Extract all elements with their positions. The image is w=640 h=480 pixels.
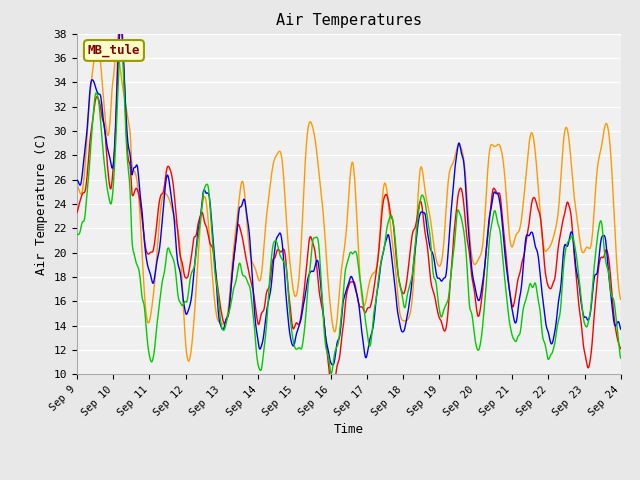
li77_temp <box>328 371 335 376</box>
Tsonic <box>185 358 193 364</box>
li75_t <box>181 307 189 313</box>
AirT <box>73 210 81 216</box>
AirT <box>505 283 513 288</box>
li75_t <box>434 276 442 281</box>
li77_temp <box>553 326 561 332</box>
Tsonic <box>93 42 101 48</box>
AirT <box>553 256 561 262</box>
li75_t <box>73 177 81 183</box>
AirT <box>116 8 124 14</box>
Line: AirT: AirT <box>77 11 621 388</box>
AirT <box>181 274 189 280</box>
li75_t <box>195 228 202 234</box>
X-axis label: Time: Time <box>334 423 364 436</box>
AirT <box>329 385 337 391</box>
li77_temp <box>117 39 125 45</box>
Tsonic <box>553 219 561 225</box>
li77_temp <box>195 235 202 240</box>
li77_temp <box>255 365 263 371</box>
li77_temp <box>505 315 513 321</box>
Y-axis label: Air Temperature (C): Air Temperature (C) <box>35 133 48 275</box>
AirT <box>255 321 263 327</box>
Tsonic <box>617 297 625 302</box>
li75_t <box>329 362 337 368</box>
Tsonic <box>434 262 442 267</box>
li75_t <box>505 283 513 288</box>
li75_t <box>617 326 625 332</box>
Title: Air Temperatures: Air Temperatures <box>276 13 422 28</box>
Tsonic <box>73 182 81 188</box>
Line: li75_t: li75_t <box>77 26 621 365</box>
AirT <box>617 346 625 351</box>
li77_temp <box>434 295 442 301</box>
Line: Tsonic: Tsonic <box>77 45 621 361</box>
Tsonic <box>181 330 189 336</box>
li75_t <box>255 345 263 350</box>
Tsonic <box>255 278 263 284</box>
li77_temp <box>73 231 81 237</box>
AirT <box>195 221 202 227</box>
li77_temp <box>617 355 625 361</box>
li75_t <box>553 313 561 319</box>
Text: MB_tule: MB_tule <box>88 44 140 57</box>
Tsonic <box>195 248 202 253</box>
li75_t <box>117 23 125 29</box>
li77_temp <box>181 299 189 304</box>
Line: li77_temp: li77_temp <box>77 42 621 373</box>
Tsonic <box>505 227 513 233</box>
AirT <box>434 310 442 316</box>
